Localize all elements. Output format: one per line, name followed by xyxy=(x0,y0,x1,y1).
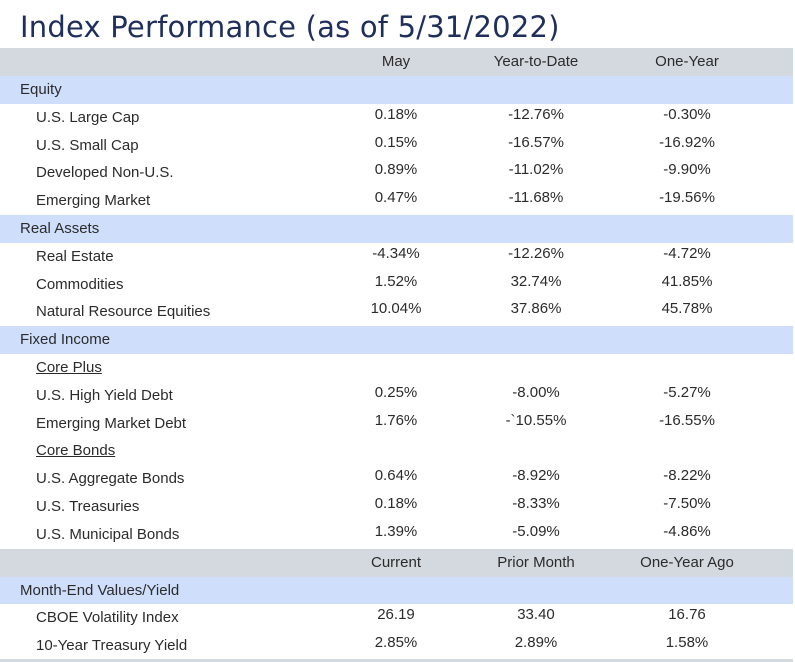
value-one-year: -19.56% xyxy=(659,189,715,207)
value-ytd: -11.02% xyxy=(508,161,564,179)
value-ytd: -16.57% xyxy=(508,133,564,151)
value-may: 1.52% xyxy=(374,272,418,290)
section-label: Equity xyxy=(20,81,62,98)
value-prior-month: 2.89% xyxy=(514,634,558,652)
row-label: U.S. Large Cap xyxy=(36,108,140,126)
section-label: Real Assets xyxy=(20,219,100,237)
row-label: Developed Non-U.S. xyxy=(36,164,174,182)
section-equity: Equity xyxy=(0,76,793,104)
value-one-year: -9.90% xyxy=(663,161,711,179)
value-one-year-ago: 1.58% xyxy=(665,634,709,652)
value-one-year-ago: 16.76 xyxy=(668,606,706,624)
header-current: Current xyxy=(370,553,422,571)
row-label: Natural Resource Equities xyxy=(36,303,211,321)
header-may: May xyxy=(381,53,411,70)
value-ytd: -11.68% xyxy=(508,189,564,207)
section-label: Fixed Income xyxy=(20,331,111,349)
value-ytd: -5.09% xyxy=(512,522,560,540)
page-title: Index Performance (as of 5/31/2022) xyxy=(20,10,560,44)
table-row: 10-Year Treasury Yield 2.85% 2.89% 1.58% xyxy=(0,632,793,660)
table-row: CBOE Volatility Index 26.19 33.40 16.76 xyxy=(0,604,793,632)
value-ytd: -`10.55% xyxy=(505,411,567,429)
row-label: Emerging Market xyxy=(36,192,151,210)
value-ytd: -8.92% xyxy=(512,467,560,485)
table-row: U.S. Large Cap 0.18% -12.76% -0.30% xyxy=(0,104,793,132)
value-may: 0.15% xyxy=(374,133,418,151)
index-performance-table: May Year-to-Date One-Year Equity U.S. La… xyxy=(0,48,793,660)
subsection-label: Core Plus xyxy=(36,358,102,376)
table-row: U.S. Aggregate Bonds 0.64% -8.92% -8.22% xyxy=(0,465,793,493)
value-one-year: -0.30% xyxy=(663,105,711,123)
table-row: Natural Resource Equities 10.04% 37.86% … xyxy=(0,298,793,326)
performance-header-row: May Year-to-Date One-Year xyxy=(0,48,793,76)
section-fixed-income: Fixed Income xyxy=(0,326,793,354)
value-current: 2.85% xyxy=(374,634,418,652)
header-one-year: One-Year xyxy=(655,53,719,70)
table-row: U.S. Treasuries 0.18% -8.33% -7.50% xyxy=(0,493,793,521)
value-may: 0.18% xyxy=(374,494,418,512)
value-one-year: -4.86% xyxy=(663,522,711,540)
value-may: 1.76% xyxy=(374,411,418,429)
value-ytd: -12.26% xyxy=(508,244,564,262)
value-ytd: -12.76% xyxy=(508,105,564,123)
value-ytd: 32.74% xyxy=(510,272,562,290)
row-label: 10-Year Treasury Yield xyxy=(36,637,188,655)
value-one-year: -8.22% xyxy=(663,467,711,485)
section-month-end: Month-End Values/Yield xyxy=(0,576,793,605)
value-one-year: 41.85% xyxy=(661,272,713,290)
row-label: U.S. Aggregate Bonds xyxy=(36,470,185,488)
value-one-year: -5.27% xyxy=(663,383,711,401)
value-one-year: 45.78% xyxy=(661,300,713,318)
table-row: U.S. Municipal Bonds 1.39% -5.09% -4.86% xyxy=(0,521,793,549)
section-label: Month-End Values/Yield xyxy=(20,581,180,599)
row-label: U.S. Municipal Bonds xyxy=(36,525,180,543)
row-label: Emerging Market Debt xyxy=(36,414,187,432)
value-one-year: -16.92% xyxy=(659,133,715,151)
section-real-assets: Real Assets xyxy=(0,214,793,243)
value-one-year: -4.72% xyxy=(663,244,711,262)
value-may: 0.25% xyxy=(374,383,418,401)
value-may: 0.89% xyxy=(374,161,418,179)
value-may: 10.04% xyxy=(370,300,422,318)
value-one-year: -16.55% xyxy=(659,411,715,429)
value-may: 0.18% xyxy=(374,105,418,123)
subsection-core-plus: Core Plus xyxy=(0,354,793,382)
row-label: CBOE Volatility Index xyxy=(36,609,179,627)
subsection-core-bonds: Core Bonds xyxy=(0,437,793,465)
values-header-row: Current Prior Month One-Year Ago xyxy=(0,548,793,577)
value-may: 0.64% xyxy=(374,467,418,485)
row-label: Real Estate xyxy=(36,247,114,265)
table-row: Real Estate -4.34% -12.26% -4.72% xyxy=(0,243,793,271)
value-may: 1.39% xyxy=(374,522,418,540)
header-ytd: Year-to-Date xyxy=(493,53,579,70)
value-current: 26.19 xyxy=(377,606,415,624)
value-one-year: -7.50% xyxy=(663,494,711,512)
row-label: U.S. Small Cap xyxy=(36,136,139,154)
table-row: Emerging Market Debt 1.76% -`10.55% -16.… xyxy=(0,410,793,438)
table-row: Emerging Market 0.47% -11.68% -19.56% xyxy=(0,187,793,215)
row-label: U.S. Treasuries xyxy=(36,497,140,515)
header-prior-month: Prior Month xyxy=(497,553,575,571)
table-row: Commodities 1.52% 32.74% 41.85% xyxy=(0,271,793,299)
table-row: U.S. High Yield Debt 0.25% -8.00% -5.27% xyxy=(0,382,793,410)
value-may: 0.47% xyxy=(374,189,418,207)
table-row: U.S. Small Cap 0.15% -16.57% -16.92% xyxy=(0,132,793,160)
value-may: -4.34% xyxy=(372,244,420,262)
subsection-label: Core Bonds xyxy=(36,442,116,460)
header-one-year-ago: One-Year Ago xyxy=(640,553,734,571)
table-row: Developed Non-U.S. 0.89% -11.02% -9.90% xyxy=(0,159,793,187)
value-prior-month: 33.40 xyxy=(517,606,555,624)
table-bottom-border xyxy=(0,659,793,662)
value-ytd: -8.33% xyxy=(512,494,560,512)
row-label: U.S. High Yield Debt xyxy=(36,386,173,404)
value-ytd: -8.00% xyxy=(512,383,560,401)
row-label: Commodities xyxy=(36,275,124,293)
value-ytd: 37.86% xyxy=(510,300,562,318)
